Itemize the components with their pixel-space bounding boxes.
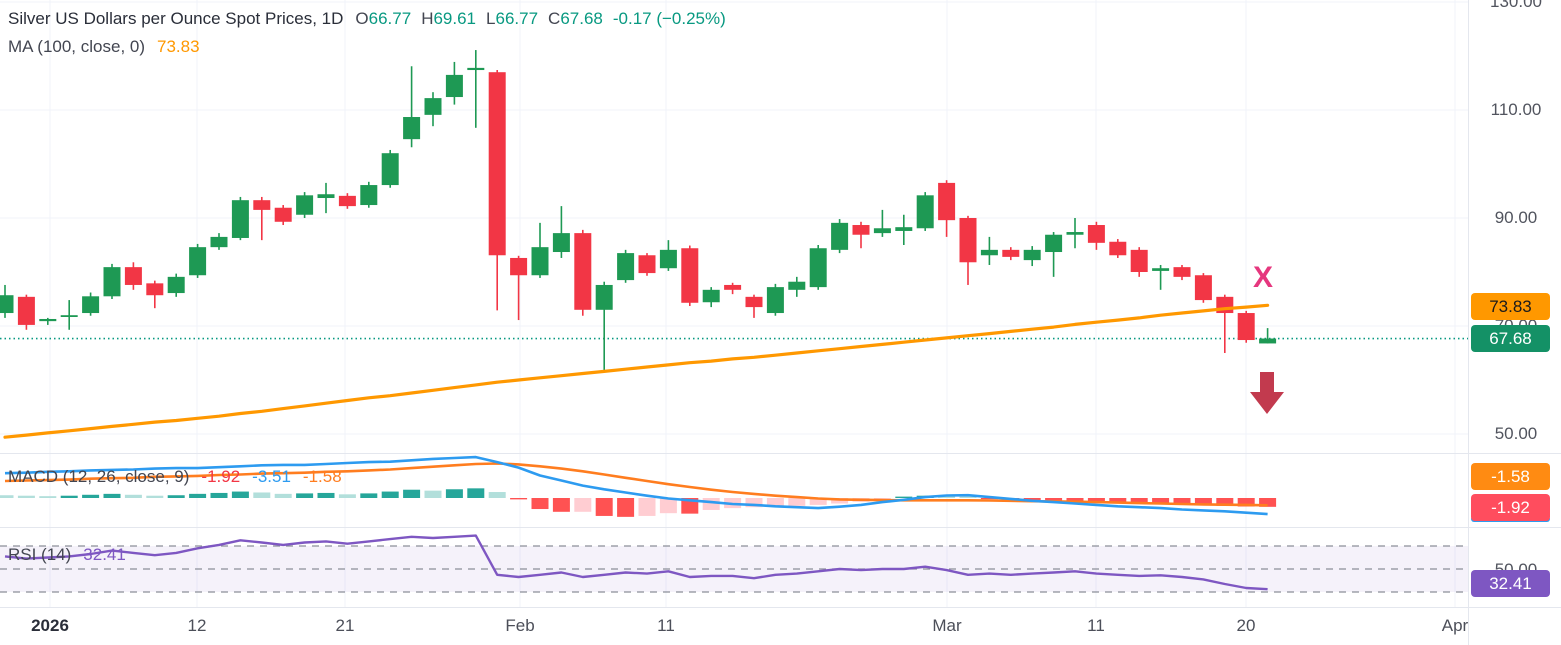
macd-rsi-separator[interactable] bbox=[0, 527, 1561, 528]
x-mark-annotation[interactable]: X bbox=[1253, 261, 1273, 294]
rsi-line[interactable] bbox=[4, 534, 1268, 591]
time-tick-label: Mar bbox=[932, 616, 962, 635]
time-tick-label: Feb bbox=[505, 616, 535, 635]
macd-line[interactable] bbox=[4, 455, 1268, 516]
time-tick-label: 2026 bbox=[31, 616, 69, 635]
ma100-line[interactable] bbox=[3, 303, 1270, 439]
down-arrow-annotation[interactable] bbox=[1250, 372, 1284, 414]
time-tick-label: Apr bbox=[1441, 616, 1469, 635]
time-tick-label: 21 bbox=[335, 616, 355, 635]
candlesticks[interactable] bbox=[0, 50, 1277, 372]
time-tick-label: 11 bbox=[657, 616, 675, 635]
time-tick-label: 12 bbox=[187, 616, 207, 635]
price-macd-separator[interactable] bbox=[0, 453, 1561, 454]
rsi-timeaxis-separator bbox=[0, 607, 1561, 608]
rsi-band bbox=[0, 545, 1468, 593]
price-axis-separator[interactable] bbox=[1468, 0, 1469, 645]
time-tick-label: 20 bbox=[1236, 616, 1256, 635]
gridlines bbox=[0, 0, 1468, 607]
time-tick-label: 11 bbox=[1087, 616, 1105, 635]
time-axis[interactable]: 2026 12 21 Feb 11 Mar 11 20 Apr bbox=[0, 607, 1561, 645]
